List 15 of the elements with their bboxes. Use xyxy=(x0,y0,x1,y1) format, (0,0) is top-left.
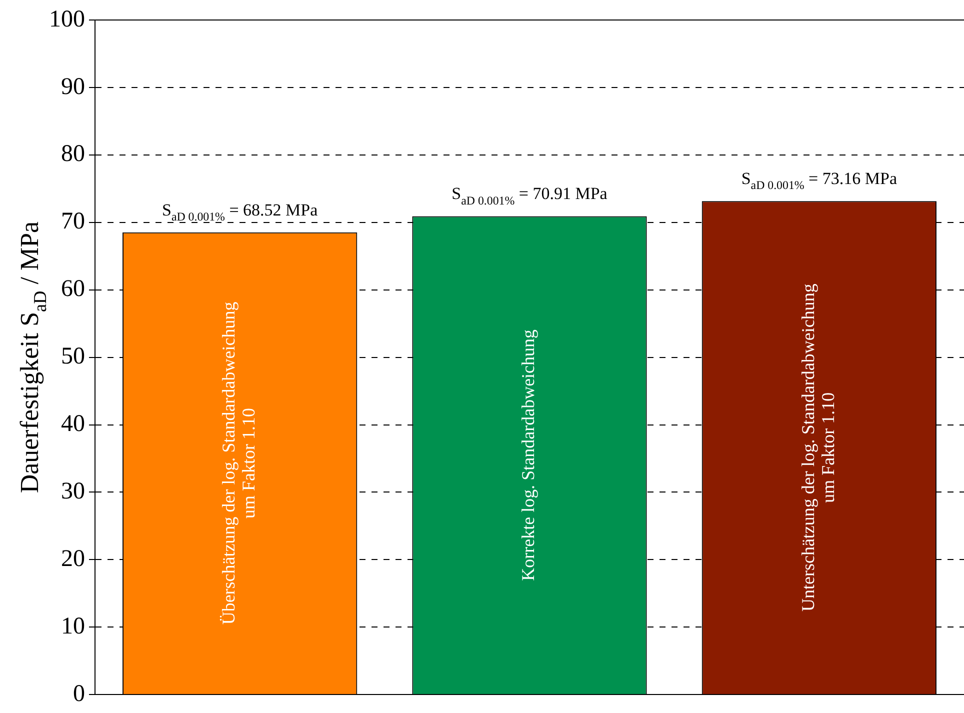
y-tick-label: 90 xyxy=(61,74,85,100)
y-tick-label: 0 xyxy=(73,680,85,707)
y-tick-label: 10 xyxy=(61,613,85,640)
y-tick-label: 20 xyxy=(61,546,85,572)
x-tick-label: Überschätzung der log. Standardabweichung um Faktor 1.10 xyxy=(218,302,259,625)
y-tick-label: 70 xyxy=(61,208,85,235)
y-tick-label: 60 xyxy=(61,276,85,302)
y-tick-label: 80 xyxy=(61,141,85,168)
y-tick-label: 100 xyxy=(49,6,85,32)
y-tick-label: 40 xyxy=(61,411,85,438)
y-tick-label: 50 xyxy=(61,344,85,370)
x-tick-label: Korrekte log. Standardabweichung xyxy=(518,329,538,581)
y-tick-label: 30 xyxy=(61,478,85,505)
x-tick-label: Unterschätzung der log. Standardabweichung um Faktor 1.10 xyxy=(798,284,838,612)
y-axis-title: Dauerfestigkeit SaD / MPa xyxy=(15,220,50,494)
